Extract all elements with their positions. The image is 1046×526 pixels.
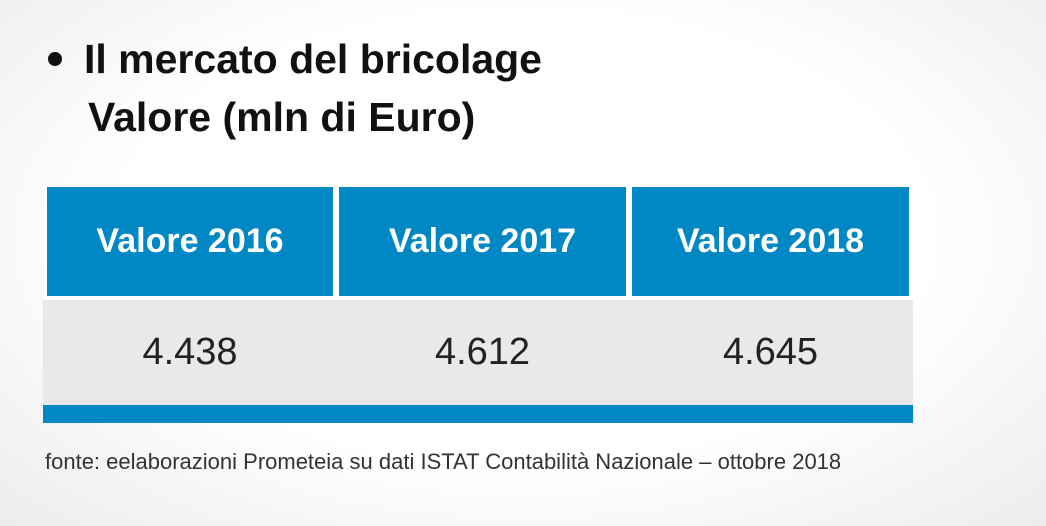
table-row	[43, 300, 913, 405]
column-header: Valore 2018	[632, 187, 909, 296]
cell: 4.612	[434, 331, 531, 373]
bullet	[48, 52, 62, 66]
column-header: Valore 2016	[47, 187, 333, 296]
source-note: fonte: eelaborazioni Prometeia su dati I…	[45, 449, 842, 474]
column-header: Valore 2017	[339, 187, 626, 296]
subtitle: Valore (mln di Euro)	[88, 94, 476, 140]
cell: 4.438	[142, 331, 238, 373]
title: Il mercato del bricolage	[84, 36, 542, 82]
table-bottom-bar	[43, 405, 913, 423]
cell: 4.645	[722, 331, 819, 373]
